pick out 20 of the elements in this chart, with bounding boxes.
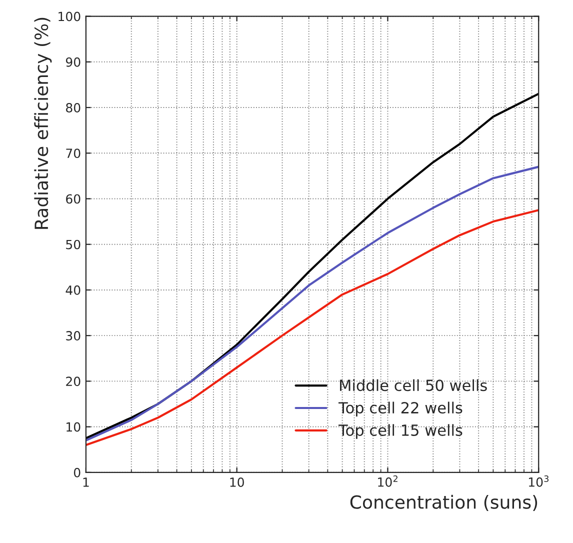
x-tick-label: 10 xyxy=(230,477,244,487)
x-tick-label: 10$^{2}$ xyxy=(378,475,398,487)
y-tick-label: 80 xyxy=(66,102,80,112)
x-tick-label: 10$^{3}$ xyxy=(528,475,549,487)
y-tick-label: 0 xyxy=(74,468,80,478)
y-tick-label: 30 xyxy=(66,331,80,340)
y-tick-label: 60 xyxy=(66,194,80,204)
y-tick-label: 90 xyxy=(66,57,80,67)
legend-label: Top cell 15 wells xyxy=(338,424,462,439)
y-tick-label: 70 xyxy=(66,148,80,158)
y-tick-label: 50 xyxy=(66,240,80,250)
y-tick-label: 100 xyxy=(58,12,80,22)
y-tick-label: 10 xyxy=(66,422,80,432)
legend-label: Middle cell 50 wells xyxy=(340,379,487,392)
y-tick-label: 20 xyxy=(66,376,80,386)
legend-label: Top cell 22 wells xyxy=(338,402,462,417)
y-axis-title: Radiative efficiency (%) xyxy=(34,18,52,229)
y-tick-label: 40 xyxy=(66,285,80,295)
x-axis-title: Concentration (suns) xyxy=(350,494,538,512)
x-tick-label: 1 xyxy=(83,478,89,487)
